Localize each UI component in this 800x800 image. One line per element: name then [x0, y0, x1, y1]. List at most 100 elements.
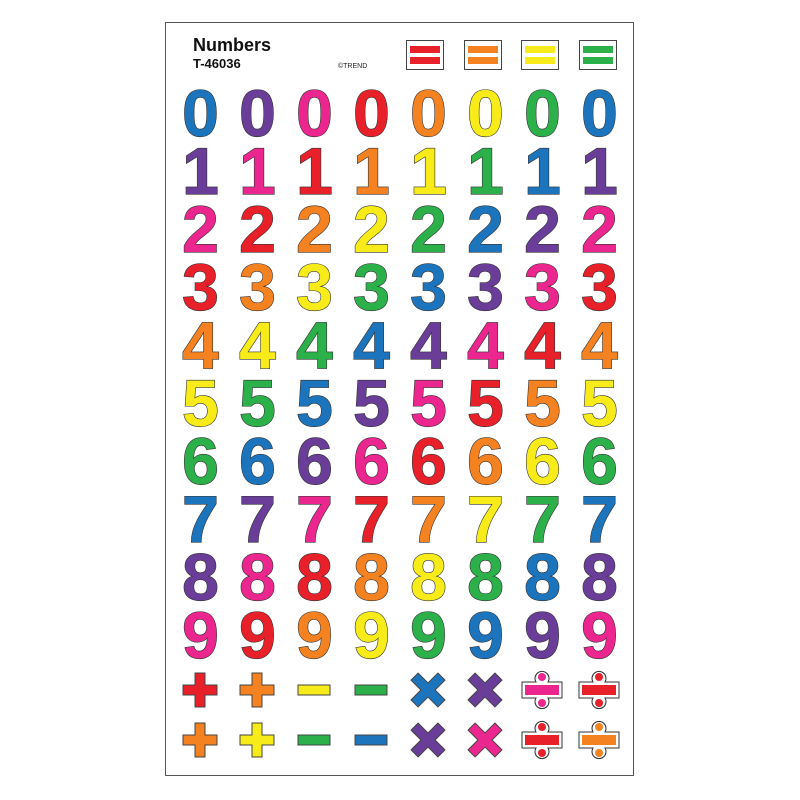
digit-sticker-8: 8	[182, 540, 220, 614]
digit-sticker-0: 0	[296, 76, 334, 150]
digit-sticker-3: 3	[239, 250, 277, 324]
digit-sticker-3: 3	[581, 250, 619, 324]
digit-sticker-2: 2	[239, 192, 277, 266]
digit-sticker-8: 8	[524, 540, 562, 614]
digit-sticker-3: 3	[182, 250, 220, 324]
digit-sticker-9: 9	[182, 598, 220, 672]
digit-sticker-6: 6	[182, 424, 220, 498]
minus-sign-icon	[354, 684, 388, 696]
digit-sticker-2: 2	[296, 192, 334, 266]
digit-sticker-7: 7	[239, 482, 277, 556]
digit-sticker-7: 7	[182, 482, 220, 556]
times-sign-icon	[467, 722, 503, 758]
digit-sticker-3: 3	[410, 250, 448, 324]
digit-sticker-7: 7	[581, 482, 619, 556]
digit-sticker-7: 7	[467, 482, 505, 556]
digit-sticker-2: 2	[524, 192, 562, 266]
digit-sticker-1: 1	[239, 134, 277, 208]
digit-sticker-1: 1	[182, 134, 220, 208]
product-code: T-46036	[193, 56, 241, 71]
digit-sticker-0: 0	[581, 76, 619, 150]
digit-sticker-4: 4	[410, 308, 448, 382]
digit-sticker-5: 5	[410, 366, 448, 440]
digit-sticker-6: 6	[296, 424, 334, 498]
digit-sticker-4: 4	[296, 308, 334, 382]
digit-sticker-0: 0	[467, 76, 505, 150]
color-swatch-yellow	[521, 40, 559, 70]
digit-sticker-9: 9	[467, 598, 505, 672]
digit-sticker-2: 2	[467, 192, 505, 266]
digit-sticker-7: 7	[524, 482, 562, 556]
digit-sticker-6: 6	[410, 424, 448, 498]
color-swatch-green	[579, 40, 617, 70]
digit-sticker-4: 4	[239, 308, 277, 382]
times-sign-icon	[467, 672, 503, 708]
minus-sign-icon	[354, 734, 388, 746]
digit-sticker-2: 2	[410, 192, 448, 266]
digit-sticker-5: 5	[239, 366, 277, 440]
digit-sticker-4: 4	[581, 308, 619, 382]
digit-sticker-8: 8	[353, 540, 391, 614]
plus-sign-icon	[182, 722, 218, 758]
digit-sticker-1: 1	[353, 134, 391, 208]
divide-sign-icon	[578, 720, 620, 760]
digit-sticker-8: 8	[467, 540, 505, 614]
digit-sticker-3: 3	[296, 250, 334, 324]
digit-sticker-0: 0	[239, 76, 277, 150]
digit-sticker-9: 9	[410, 598, 448, 672]
digit-sticker-6: 6	[467, 424, 505, 498]
minus-sign-icon	[297, 734, 331, 746]
minus-sign-icon	[297, 684, 331, 696]
digit-sticker-5: 5	[467, 366, 505, 440]
times-sign-icon	[410, 722, 446, 758]
divide-sign-icon	[521, 720, 563, 760]
digit-sticker-7: 7	[353, 482, 391, 556]
digit-sticker-6: 6	[524, 424, 562, 498]
digit-sticker-0: 0	[410, 76, 448, 150]
copyright-mark: ©TREND	[338, 63, 368, 70]
plus-sign-icon	[239, 672, 275, 708]
digit-sticker-0: 0	[524, 76, 562, 150]
digit-sticker-8: 8	[239, 540, 277, 614]
digit-sticker-5: 5	[353, 366, 391, 440]
digit-sticker-1: 1	[581, 134, 619, 208]
digit-sticker-9: 9	[296, 598, 334, 672]
digit-sticker-8: 8	[581, 540, 619, 614]
divide-sign-icon	[521, 670, 563, 710]
digit-sticker-0: 0	[353, 76, 391, 150]
color-swatch-orange	[464, 40, 502, 70]
digit-sticker-7: 7	[410, 482, 448, 556]
sheet-title: Numbers	[193, 35, 272, 55]
digit-sticker-6: 6	[239, 424, 277, 498]
digit-sticker-8: 8	[296, 540, 334, 614]
digit-sticker-7: 7	[296, 482, 334, 556]
digit-sticker-6: 6	[581, 424, 619, 498]
digit-sticker-9: 9	[524, 598, 562, 672]
digit-sticker-2: 2	[182, 192, 220, 266]
digit-sticker-4: 4	[524, 308, 562, 382]
digit-sticker-9: 9	[239, 598, 277, 672]
digit-sticker-1: 1	[296, 134, 334, 208]
sticker-sheet	[165, 22, 634, 776]
digit-sticker-2: 2	[353, 192, 391, 266]
digit-sticker-3: 3	[467, 250, 505, 324]
digit-sticker-5: 5	[524, 366, 562, 440]
digit-sticker-9: 9	[581, 598, 619, 672]
digit-sticker-6: 6	[353, 424, 391, 498]
digit-sticker-5: 5	[581, 366, 619, 440]
digit-sticker-4: 4	[353, 308, 391, 382]
digit-sticker-5: 5	[182, 366, 220, 440]
digit-sticker-8: 8	[410, 540, 448, 614]
digit-sticker-1: 1	[467, 134, 505, 208]
digit-sticker-0: 0	[182, 76, 220, 150]
times-sign-icon	[410, 672, 446, 708]
digit-sticker-1: 1	[410, 134, 448, 208]
color-swatch-red	[406, 40, 444, 70]
digit-sticker-9: 9	[353, 598, 391, 672]
digit-sticker-4: 4	[467, 308, 505, 382]
digit-sticker-1: 1	[524, 134, 562, 208]
divide-sign-icon	[578, 670, 620, 710]
digit-sticker-3: 3	[353, 250, 391, 324]
digit-sticker-2: 2	[581, 192, 619, 266]
plus-sign-icon	[239, 722, 275, 758]
